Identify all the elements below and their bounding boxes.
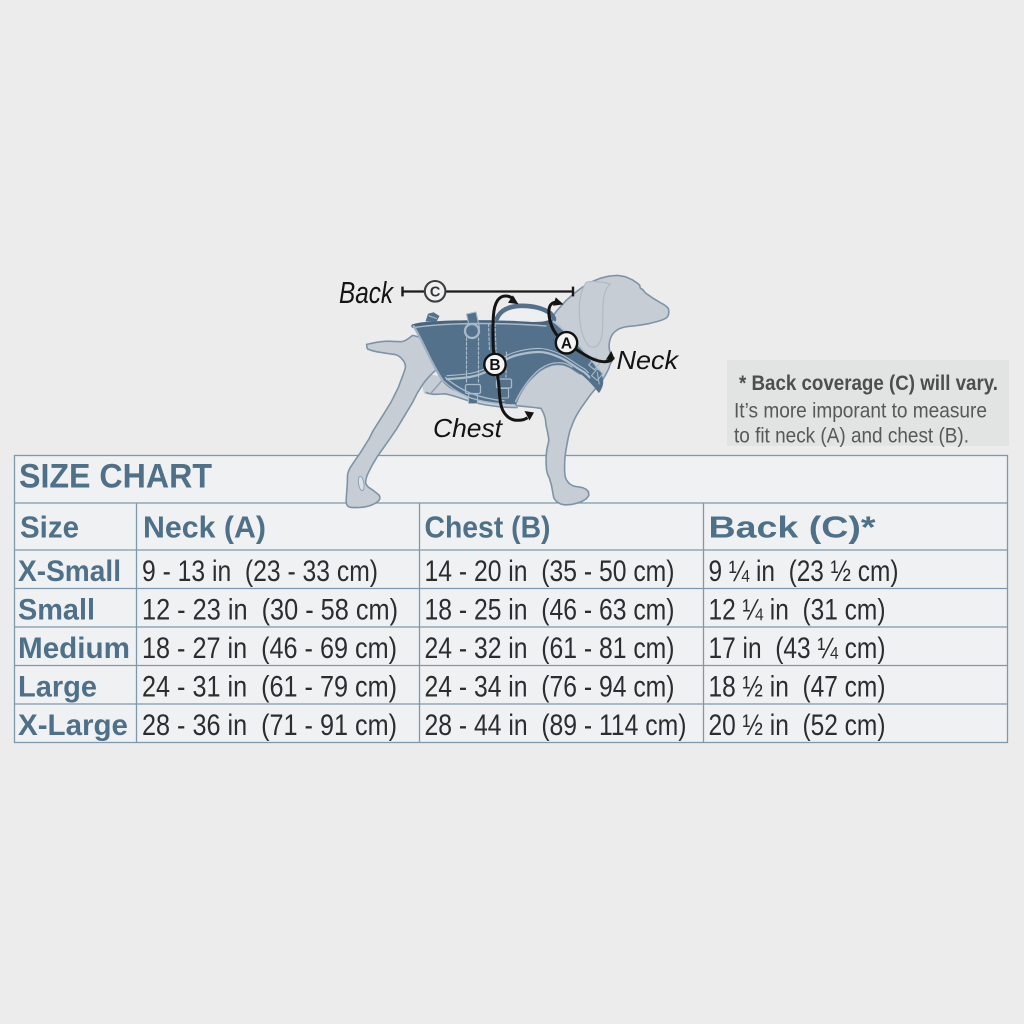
svg-text:X-Large: X-Large — [18, 709, 128, 742]
svg-text:24 - 34 in (76 - 94 cm): 24 - 34 in (76 - 94 cm) — [425, 671, 675, 704]
svg-text:B: B — [489, 357, 500, 374]
svg-text:C: C — [430, 285, 441, 301]
svg-text:Back: Back — [339, 275, 394, 310]
svg-text:24 - 32 in (61 - 81 cm): 24 - 32 in (61 - 81 cm) — [425, 632, 675, 665]
svg-text:X-Small: X-Small — [18, 555, 121, 588]
svg-text:Small: Small — [18, 594, 95, 627]
svg-text:Neck (A): Neck (A) — [143, 510, 266, 545]
svg-text:Neck: Neck — [617, 345, 681, 375]
svg-text:* Back coverage (C) will vary.: * Back coverage (C) will vary. — [739, 372, 998, 395]
svg-text:It’s more imporant to measure: It’s more imporant to measure — [734, 400, 987, 423]
svg-text:12 - 23 in (30 - 58 cm): 12 - 23 in (30 - 58 cm) — [142, 594, 398, 627]
svg-text:SIZE CHART: SIZE CHART — [19, 458, 212, 496]
svg-text:18 ½ in (47 cm): 18 ½ in (47 cm) — [709, 671, 886, 704]
svg-text:9 - 13 in (23 - 33 cm): 9 - 13 in (23 - 33 cm) — [142, 555, 378, 588]
svg-text:14 - 20 in (35 - 50 cm): 14 - 20 in (35 - 50 cm) — [425, 555, 675, 588]
svg-text:Chest: Chest — [433, 413, 504, 443]
svg-text:Chest (B): Chest (B) — [425, 510, 551, 545]
svg-text:28 - 36 in (71 - 91 cm): 28 - 36 in (71 - 91 cm) — [142, 709, 397, 742]
svg-text:9 ¼ in (23 ½ cm): 9 ¼ in (23 ½ cm) — [709, 555, 899, 588]
svg-text:18 - 27 in (46 - 69 cm): 18 - 27 in (46 - 69 cm) — [142, 632, 397, 665]
svg-text:A: A — [561, 335, 572, 352]
svg-text:28 - 44 in (89 - 114 cm): 28 - 44 in (89 - 114 cm) — [425, 709, 687, 742]
svg-text:Large: Large — [18, 671, 97, 704]
svg-text:Medium: Medium — [18, 632, 130, 665]
svg-text:20 ½ in (52 cm): 20 ½ in (52 cm) — [709, 709, 886, 742]
svg-text:24 - 31 in (61 - 79 cm): 24 - 31 in (61 - 79 cm) — [142, 671, 397, 704]
svg-text:to fit neck (A) and chest (B).: to fit neck (A) and chest (B). — [734, 425, 969, 448]
svg-text:18 - 25 in (46 - 63 cm): 18 - 25 in (46 - 63 cm) — [425, 594, 675, 627]
svg-text:17 in (43 ¼ cm): 17 in (43 ¼ cm) — [709, 632, 886, 665]
svg-text:12 ¼ in (31 cm): 12 ¼ in (31 cm) — [709, 594, 886, 627]
svg-text:Back (C)*: Back (C)* — [709, 510, 877, 545]
svg-text:Size: Size — [20, 510, 79, 545]
